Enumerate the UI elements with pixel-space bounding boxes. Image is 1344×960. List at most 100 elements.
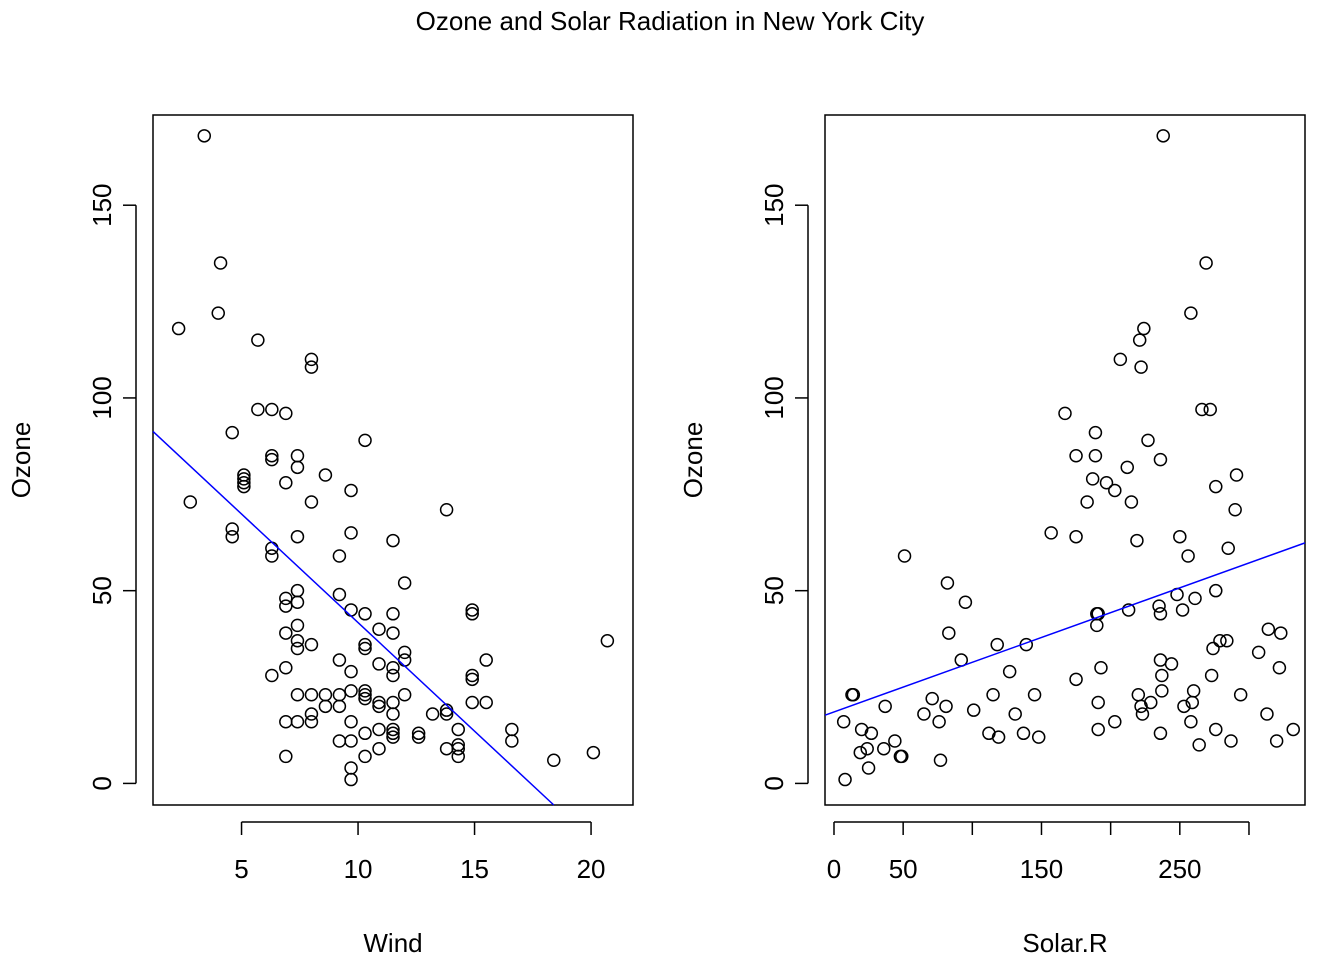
data-point <box>358 433 372 448</box>
data-point <box>304 707 319 721</box>
data-point <box>1184 714 1198 729</box>
data-point <box>290 688 305 702</box>
data-point <box>279 749 293 764</box>
data-point <box>1108 714 1122 729</box>
data-point <box>465 695 479 710</box>
solar-ozone-scatter: 0 50 100 150 0 50 150 250 Solar.R Ozone <box>678 114 1306 958</box>
data-point <box>304 637 319 652</box>
data-point <box>372 741 386 756</box>
data-point <box>279 406 293 421</box>
data-point <box>925 691 939 706</box>
data-point <box>1203 402 1217 417</box>
x-tick-label: 15 <box>460 854 489 884</box>
data-point <box>1260 707 1274 721</box>
y-tick-label: 0 <box>759 776 789 790</box>
data-point <box>344 664 358 679</box>
data-point <box>225 425 239 440</box>
data-point <box>1156 129 1170 143</box>
data-point <box>304 495 319 509</box>
data-point <box>290 714 305 729</box>
data-point <box>1085 472 1100 486</box>
data-point <box>304 688 319 702</box>
y-tick-label: 50 <box>87 576 117 605</box>
data-point <box>265 449 279 463</box>
data-point <box>372 695 386 710</box>
data-point <box>1108 483 1122 498</box>
data-point <box>1002 664 1017 679</box>
data-point <box>1069 449 1083 463</box>
data-point <box>1173 529 1187 544</box>
data-point <box>344 761 358 775</box>
data-point <box>897 549 912 563</box>
fit-line <box>824 542 1306 716</box>
data-point <box>1286 722 1300 737</box>
data-point <box>251 333 265 347</box>
data-point <box>1113 352 1128 367</box>
data-point <box>1069 672 1083 687</box>
data-point <box>439 502 454 517</box>
data-point <box>836 714 851 729</box>
data-point <box>344 734 358 748</box>
x-tick-label: 50 <box>889 854 918 884</box>
x-tick-label: 5 <box>234 854 248 884</box>
x-axis-label: Solar.R <box>1022 928 1107 958</box>
x-axis: 5 10 15 20 <box>234 821 606 884</box>
data-point <box>864 726 879 741</box>
data-point <box>290 618 305 633</box>
data-point <box>358 607 372 621</box>
data-point <box>1209 583 1223 598</box>
data-point <box>1155 684 1169 698</box>
data-point <box>1153 653 1168 667</box>
data-point <box>547 753 561 768</box>
y-axis-label: Ozone <box>678 422 708 499</box>
data-point <box>386 668 400 683</box>
data-point <box>304 352 319 367</box>
data-point <box>465 672 479 687</box>
data-point <box>991 730 1006 744</box>
data-point <box>888 734 902 748</box>
data-point <box>358 637 372 652</box>
data-point <box>853 745 868 760</box>
data-point <box>1224 734 1238 748</box>
data-point <box>586 745 601 760</box>
data-point <box>1192 738 1206 752</box>
data-point <box>332 653 347 667</box>
data-point <box>966 703 981 717</box>
data-point <box>397 645 412 660</box>
data-point <box>1221 541 1235 556</box>
data-point <box>861 761 876 775</box>
data-point <box>411 726 426 741</box>
data-point <box>211 306 225 320</box>
data-point <box>290 634 305 648</box>
data-point <box>465 607 479 621</box>
data-point <box>1199 256 1213 270</box>
x-tick-label: 150 <box>1020 854 1063 884</box>
data-point <box>171 321 186 336</box>
y-tick-label: 0 <box>87 776 117 790</box>
data-point <box>838 772 852 787</box>
x-tick-label: 20 <box>577 854 606 884</box>
data-point <box>439 707 454 721</box>
data-point <box>290 449 305 463</box>
data-point <box>1188 591 1202 606</box>
data-point <box>942 626 956 640</box>
data-point <box>279 591 293 606</box>
data-point <box>505 722 519 737</box>
data-point <box>1090 618 1104 633</box>
data-point <box>344 526 358 540</box>
data-point <box>279 626 293 640</box>
data-point <box>1088 425 1103 440</box>
data-point <box>344 714 358 729</box>
data-point <box>183 495 198 509</box>
data-point <box>1031 730 1046 744</box>
data-point <box>1144 695 1158 710</box>
data-points <box>836 129 1300 787</box>
data-point <box>1016 726 1031 741</box>
data-point <box>1206 641 1220 656</box>
data-point <box>397 576 412 590</box>
data-point <box>917 707 931 721</box>
x-axis: 0 50 150 250 <box>827 821 1250 884</box>
data-point <box>237 475 251 490</box>
data-point <box>479 695 493 710</box>
data-point <box>1088 449 1103 463</box>
